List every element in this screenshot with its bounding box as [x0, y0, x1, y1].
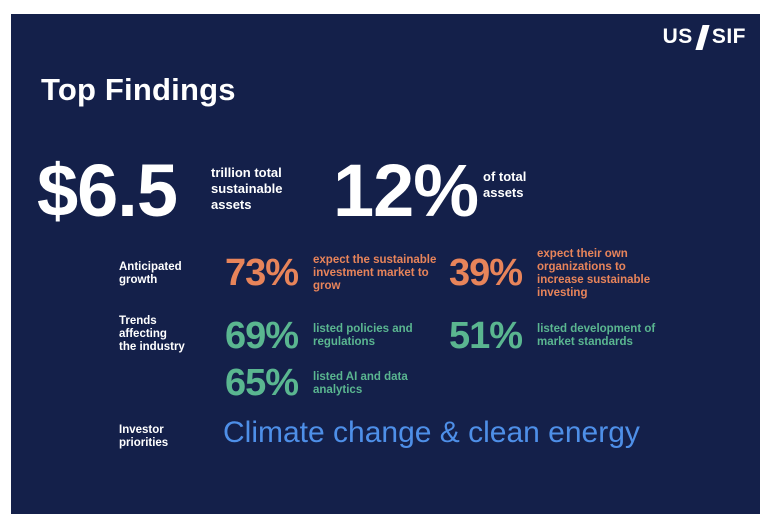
- stat-text-line: listed policies and: [313, 323, 413, 335]
- share-value: 12%: [333, 149, 479, 232]
- stat-text-line: organizations to: [537, 261, 626, 273]
- logo-slash-icon: [695, 24, 710, 50]
- row-label-line: growth: [119, 274, 158, 286]
- stat-text-line: listed AI and data: [313, 371, 408, 383]
- assets-value: $6.5: [37, 149, 178, 232]
- row-label-trends: Trends affecting the industry: [119, 315, 209, 354]
- stat-text-line: expect the sustainable: [313, 254, 437, 266]
- row-label-priorities: Investor priorities: [119, 424, 209, 450]
- slide: US SIF Top Findings $6.5 trillion total …: [11, 14, 760, 514]
- row-label-line: Investor: [119, 424, 164, 436]
- trends-standards-text: listed development of market standards: [537, 323, 677, 349]
- row-label-growth: Anticipated growth: [119, 261, 209, 287]
- share-caption-line: assets: [483, 185, 524, 200]
- assets-caption: trillion total sustainable assets: [211, 165, 283, 213]
- trends-ai-percent: 65%: [225, 362, 299, 404]
- row-label-line: affecting: [119, 328, 167, 340]
- stat-text-line: market standards: [537, 336, 633, 348]
- stat-text-line: regulations: [313, 336, 375, 348]
- stat-text-line: analytics: [313, 384, 363, 396]
- stat-text-line: expect their own: [537, 248, 628, 260]
- logo-text-sif: SIF: [711, 25, 746, 48]
- row-label-line: Anticipated: [119, 261, 182, 273]
- stat-text-line: listed development of: [537, 323, 656, 335]
- page-title: Top Findings: [41, 72, 236, 107]
- stat-text-line: increase sustainable: [537, 274, 651, 286]
- investor-priority-value: Climate change & clean energy: [223, 416, 640, 449]
- stat-text-line: grow: [313, 280, 341, 292]
- logo-text-us: US: [662, 25, 693, 48]
- trends-standards-percent: 51%: [449, 315, 523, 357]
- share-caption: of total assets: [483, 169, 526, 201]
- row-label-line: the industry: [119, 341, 185, 353]
- stat-text-line: investing: [537, 287, 588, 299]
- assets-caption-line: trillion total: [211, 165, 282, 180]
- stat-text-line: investment market to: [313, 267, 429, 279]
- trends-policies-text: listed policies and regulations: [313, 323, 453, 349]
- growth-org-percent: 39%: [449, 252, 523, 294]
- assets-caption-line: assets: [211, 197, 252, 212]
- growth-market-percent: 73%: [225, 252, 299, 294]
- growth-org-text: expect their own organizations to increa…: [537, 248, 677, 300]
- row-label-line: Trends: [119, 315, 157, 327]
- trends-policies-percent: 69%: [225, 315, 299, 357]
- share-caption-line: of total: [483, 169, 527, 184]
- growth-market-text: expect the sustainable investment market…: [313, 254, 453, 293]
- assets-caption-line: sustainable: [211, 181, 283, 196]
- trends-ai-text: listed AI and data analytics: [313, 371, 453, 397]
- us-sif-logo: US SIF: [663, 24, 746, 50]
- row-label-line: priorities: [119, 437, 169, 449]
